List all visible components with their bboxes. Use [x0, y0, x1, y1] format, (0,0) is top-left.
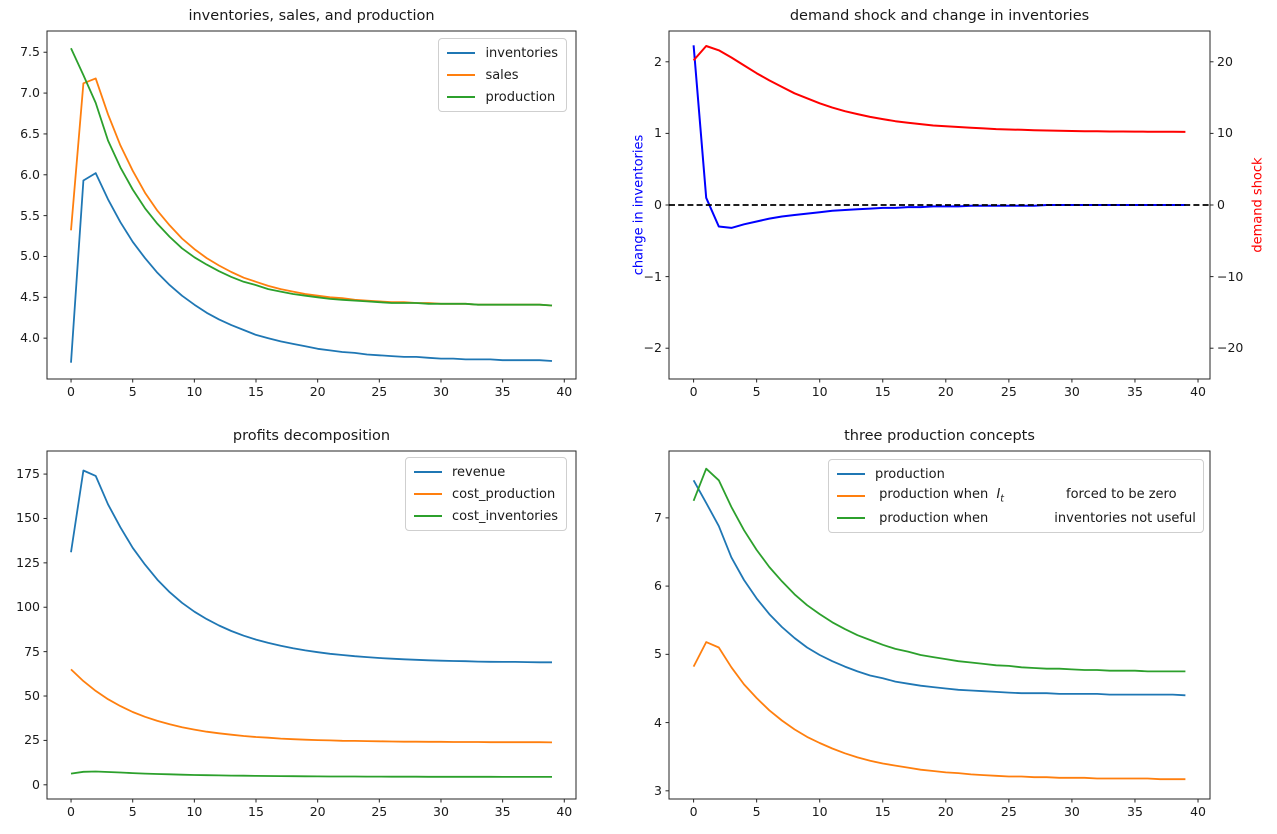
axes-spines	[46, 450, 577, 800]
subplot-demand-shock-and-change-in-inventories	[665, 30, 1214, 383]
subplot-three-production-concepts	[665, 450, 1211, 803]
series-inventories-line	[70, 172, 553, 363]
series-cost-production-line	[70, 668, 553, 744]
subplot-profits-decomposition	[43, 450, 577, 803]
series-production-when-it-forced-to-be-zero-line	[692, 641, 1186, 781]
series-cost-inventories-line	[70, 770, 552, 778]
series-sales-line	[70, 77, 553, 307]
axes-spines	[46, 30, 577, 380]
axes-spines	[668, 450, 1211, 800]
series-production-line	[692, 479, 1186, 697]
series-revenue-line	[70, 469, 552, 664]
series-demand-shock-line	[692, 45, 1186, 133]
series-change-in-inventories-line	[692, 45, 1186, 229]
series-production-when-inventories-not-useful-line	[692, 467, 1186, 673]
series-production-line	[70, 47, 553, 307]
subplot-inventories-sales-production	[43, 30, 577, 383]
